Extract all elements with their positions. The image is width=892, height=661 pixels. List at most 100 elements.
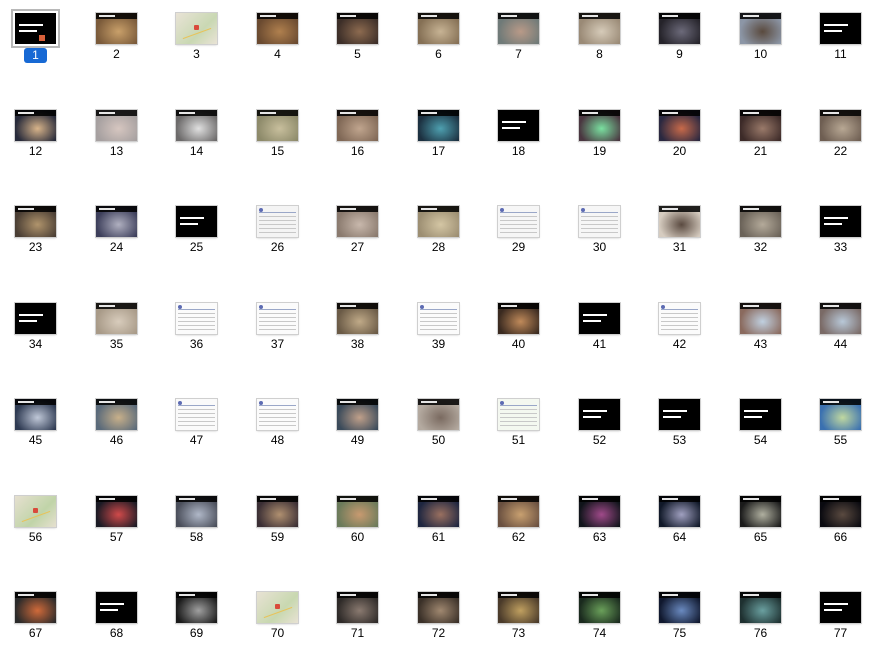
slide-preview[interactable]	[740, 399, 781, 430]
slide-preview[interactable]	[579, 110, 620, 141]
slide-thumbnail[interactable]: 38	[336, 303, 416, 365]
slide-thumbnail[interactable]: 55	[819, 399, 892, 461]
slide-preview[interactable]	[96, 399, 137, 430]
slide-preview[interactable]	[659, 303, 700, 334]
slide-preview[interactable]	[96, 496, 137, 527]
slide-thumbnail[interactable]: 48	[256, 399, 336, 461]
slide-thumbnail[interactable]: 5	[336, 13, 416, 75]
slide-thumbnail[interactable]: 39	[417, 303, 497, 365]
slide-preview[interactable]	[659, 496, 700, 527]
slide-thumbnail[interactable]: 62	[497, 496, 577, 558]
slide-preview[interactable]	[659, 206, 700, 237]
slide-thumbnail[interactable]: 68	[95, 592, 175, 654]
slide-preview[interactable]	[820, 303, 861, 334]
slide-thumbnail[interactable]: 33	[819, 206, 892, 268]
slide-thumbnail[interactable]: 34	[14, 303, 94, 365]
slide-thumbnail[interactable]: 9	[658, 13, 738, 75]
slide-preview[interactable]	[96, 303, 137, 334]
slide-preview[interactable]	[337, 110, 378, 141]
slide-preview[interactable]	[257, 496, 298, 527]
slide-preview[interactable]	[820, 110, 861, 141]
slide-thumbnail[interactable]: 77	[819, 592, 892, 654]
slide-preview[interactable]	[418, 399, 459, 430]
slide-preview[interactable]	[659, 399, 700, 430]
slide-thumbnail[interactable]: 27	[336, 206, 416, 268]
slide-thumbnail[interactable]: 29	[497, 206, 577, 268]
slide-preview[interactable]	[337, 496, 378, 527]
slide-thumbnail[interactable]: 7	[497, 13, 577, 75]
slide-preview[interactable]	[96, 206, 137, 237]
slide-preview[interactable]	[15, 303, 56, 334]
slide-thumbnail[interactable]: 46	[95, 399, 175, 461]
slide-thumbnail[interactable]: 31	[658, 206, 738, 268]
slide-thumbnail[interactable]: 13	[95, 110, 175, 172]
slide-thumbnail[interactable]: 56	[14, 496, 94, 558]
slide-preview[interactable]	[257, 13, 298, 44]
slide-thumbnail[interactable]: 32	[739, 206, 819, 268]
slide-thumbnail[interactable]: 42	[658, 303, 738, 365]
slide-preview[interactable]	[418, 592, 459, 623]
slide-thumbnail[interactable]: 11	[819, 13, 892, 75]
slide-thumbnail[interactable]: 28	[417, 206, 497, 268]
slide-thumbnail[interactable]: 24	[95, 206, 175, 268]
slide-thumbnail[interactable]: 25	[175, 206, 255, 268]
slide-thumbnail[interactable]: 41	[578, 303, 658, 365]
slide-thumbnail[interactable]: 10	[739, 13, 819, 75]
slide-preview[interactable]	[820, 399, 861, 430]
slide-thumbnail[interactable]: 20	[658, 110, 738, 172]
slide-thumbnail[interactable]: 74	[578, 592, 658, 654]
slide-thumbnail[interactable]: 30	[578, 206, 658, 268]
slide-thumbnail[interactable]: 60	[336, 496, 416, 558]
slide-thumbnail[interactable]: 35	[95, 303, 175, 365]
slide-thumbnail[interactable]: 51	[497, 399, 577, 461]
slide-thumbnail[interactable]: 36	[175, 303, 255, 365]
slide-preview[interactable]	[498, 303, 539, 334]
slide-preview[interactable]	[337, 592, 378, 623]
slide-thumbnail[interactable]: 49	[336, 399, 416, 461]
slide-preview[interactable]	[337, 303, 378, 334]
slide-preview[interactable]	[15, 592, 56, 623]
slide-preview[interactable]	[740, 110, 781, 141]
slide-preview[interactable]	[579, 496, 620, 527]
slide-preview[interactable]	[257, 206, 298, 237]
slide-preview[interactable]	[740, 496, 781, 527]
slide-thumbnail[interactable]: 69	[175, 592, 255, 654]
slide-thumbnail[interactable]: 59	[256, 496, 336, 558]
slide-thumbnail[interactable]: 70	[256, 592, 336, 654]
slide-preview[interactable]	[176, 592, 217, 623]
slide-preview[interactable]	[15, 13, 56, 44]
slide-thumbnail[interactable]: 4	[256, 13, 336, 75]
slide-thumbnail[interactable]: 44	[819, 303, 892, 365]
slide-preview[interactable]	[176, 13, 217, 44]
slide-thumbnail[interactable]: 53	[658, 399, 738, 461]
slide-preview[interactable]	[176, 496, 217, 527]
slide-thumbnail[interactable]: 61	[417, 496, 497, 558]
slide-preview[interactable]	[740, 303, 781, 334]
slide-preview[interactable]	[659, 13, 700, 44]
slide-thumbnail[interactable]: 18	[497, 110, 577, 172]
slide-thumbnail[interactable]: 47	[175, 399, 255, 461]
slide-preview[interactable]	[337, 13, 378, 44]
slide-preview[interactable]	[15, 206, 56, 237]
slide-thumbnail[interactable]: 72	[417, 592, 497, 654]
slide-preview[interactable]	[740, 592, 781, 623]
slide-preview[interactable]	[659, 592, 700, 623]
slide-preview[interactable]	[257, 110, 298, 141]
slide-thumbnail[interactable]: 45	[14, 399, 94, 461]
slide-thumbnail[interactable]: 40	[497, 303, 577, 365]
slide-preview[interactable]	[418, 206, 459, 237]
slide-thumbnail[interactable]: 19	[578, 110, 658, 172]
slide-preview[interactable]	[418, 496, 459, 527]
slide-preview[interactable]	[820, 13, 861, 44]
slide-thumbnail[interactable]: 58	[175, 496, 255, 558]
slide-preview[interactable]	[498, 13, 539, 44]
slide-preview[interactable]	[579, 206, 620, 237]
slide-thumbnail[interactable]: 12	[14, 110, 94, 172]
slide-thumbnail[interactable]: 6	[417, 13, 497, 75]
slide-preview[interactable]	[176, 399, 217, 430]
slide-thumbnail[interactable]: 8	[578, 13, 658, 75]
slide-thumbnail[interactable]: 64	[658, 496, 738, 558]
slide-thumbnail[interactable]: 54	[739, 399, 819, 461]
slide-preview[interactable]	[579, 399, 620, 430]
slide-preview[interactable]	[579, 592, 620, 623]
